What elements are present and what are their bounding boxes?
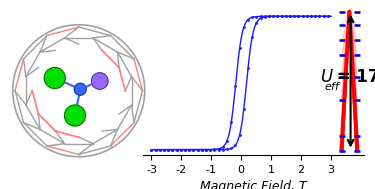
Circle shape	[44, 67, 65, 88]
Circle shape	[64, 105, 86, 126]
Text: = 1735 K: = 1735 K	[331, 68, 375, 86]
X-axis label: Magnetic Field, T: Magnetic Field, T	[200, 180, 306, 189]
Circle shape	[74, 83, 86, 95]
Text: $\it{U}$: $\it{U}$	[320, 68, 333, 86]
Text: $\it{eff}$: $\it{eff}$	[324, 80, 342, 92]
Circle shape	[92, 73, 108, 89]
